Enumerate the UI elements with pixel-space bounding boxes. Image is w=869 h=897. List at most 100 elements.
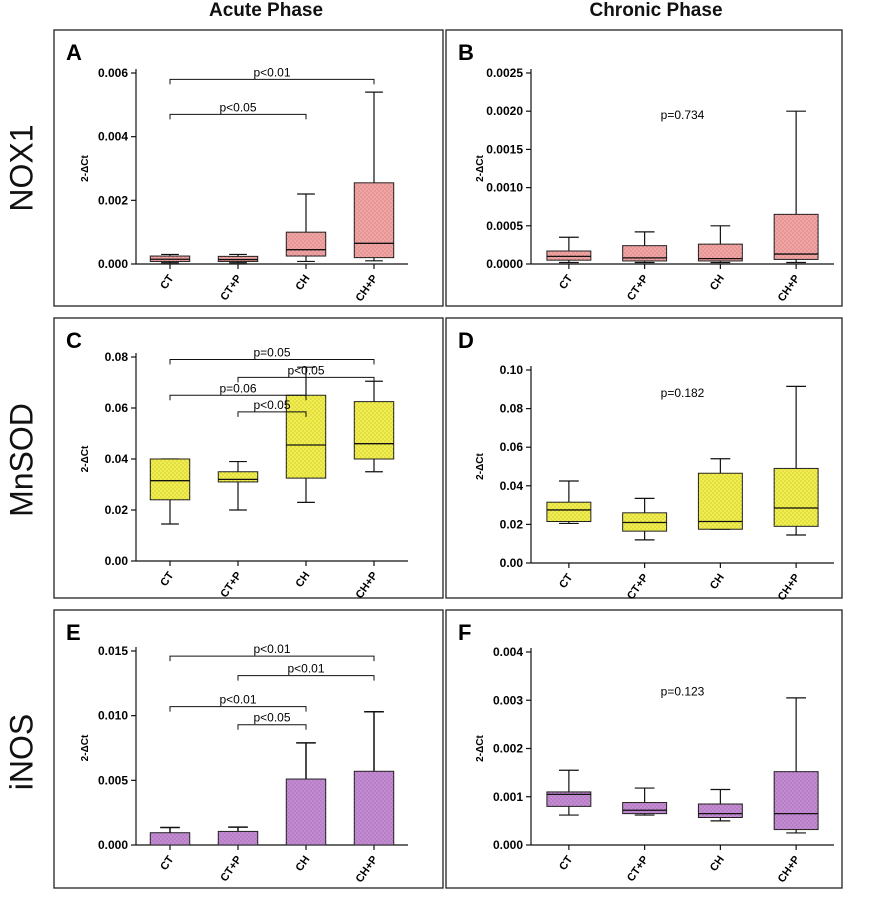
box-texture [286, 395, 326, 479]
x-category-label: CT+P [625, 273, 651, 303]
box-texture [546, 502, 591, 522]
significance-label: p<0.05 [219, 100, 256, 114]
panel-a: A 2-ΔCt 0.000 0.002 0.004 0.006 CT CT+P CH CH+P p<… [53, 29, 444, 307]
box-texture [546, 791, 591, 807]
x-category-label: CH+P [354, 570, 381, 601]
box-texture [354, 401, 394, 459]
y-tick-label: 0.002 [493, 742, 523, 756]
significance-bracket [169, 78, 375, 85]
y-tick-label: 0.010 [98, 709, 128, 723]
significance-label: p<0.05 [287, 363, 324, 377]
panel-frame [53, 317, 444, 599]
significance-label: p<0.01 [219, 693, 256, 707]
panel-letter: C [66, 328, 82, 353]
box-texture [774, 771, 819, 830]
significance-label: p<0.01 [287, 662, 324, 676]
x-category-label: CT [557, 572, 575, 591]
y-axis-label: 2-ΔCt [80, 445, 91, 472]
y-tick-label: 0.0005 [486, 219, 523, 233]
significance-label: p<0.05 [253, 711, 290, 725]
panel-letter: A [66, 40, 82, 65]
box-texture [698, 244, 743, 261]
x-category-label: CT [158, 570, 176, 589]
significance-label: p=0.05 [253, 346, 290, 360]
y-tick-label: 0.000 [493, 838, 523, 852]
box-texture [698, 803, 743, 818]
panel-frame [53, 609, 444, 889]
box-texture [546, 251, 591, 261]
y-tick-label: 0.02 [500, 517, 524, 531]
x-category-label: CH [708, 572, 727, 592]
significance-bracket [169, 359, 375, 365]
bar-texture [286, 779, 326, 845]
y-tick-label: 0.08 [105, 350, 129, 364]
y-axis-label: 2-ΔCt [80, 155, 91, 182]
panel-b: B 2-ΔCt 0.0000 0.0005 0.0010 0.0015 0.0020 0.00… [445, 29, 843, 307]
x-category-label: CH+P [776, 273, 803, 304]
panel-letter: F [458, 620, 471, 645]
significance-bracket [237, 376, 375, 383]
y-tick-label: 0.06 [105, 401, 129, 415]
significance-bracket [169, 394, 307, 401]
box-texture [150, 459, 190, 500]
x-category-label: CH+P [776, 854, 803, 885]
y-tick-label: 0.000 [98, 257, 128, 271]
bar-texture [218, 831, 258, 845]
significance-label: p<0.05 [253, 398, 290, 412]
y-tick-label: 0.0015 [486, 142, 523, 156]
box-texture [774, 468, 819, 527]
x-category-label: CT [158, 854, 176, 873]
y-tick-label: 0.001 [493, 790, 523, 804]
y-tick-label: 0.015 [98, 644, 128, 658]
y-tick-label: 0.10 [500, 363, 524, 377]
significance-label: p=0.06 [219, 381, 256, 395]
panel-e: E 2-ΔCt 0.000 0.005 0.010 0.015 CT CT+P CH CH+P p<… [53, 609, 444, 889]
y-tick-label: 0.00 [500, 556, 524, 570]
y-axis-label: 2-ΔCt [475, 735, 486, 762]
x-category-label: CH+P [354, 854, 381, 885]
y-tick-label: 0.004 [493, 645, 523, 659]
y-tick-label: 0.006 [98, 66, 128, 80]
y-tick-label: 0.08 [500, 402, 524, 416]
panel-c: C 2-ΔCt 0.00 0.02 0.04 0.06 0.08 CT CT+P CH CH+P p=… [53, 317, 444, 601]
y-tick-label: 0.02 [105, 503, 129, 517]
box-texture [218, 471, 258, 482]
y-tick-label: 0.0020 [486, 104, 523, 118]
x-category-label: CT+P [218, 570, 244, 600]
panel-letter: E [66, 620, 81, 645]
x-category-label: CH [708, 273, 727, 293]
significance-bracket [237, 411, 307, 417]
x-category-label: CT+P [625, 854, 651, 884]
bar-texture [354, 771, 394, 845]
panel-f: F 2-ΔCt 0.000 0.001 0.002 0.003 0.004 CT CT+P CH C… [445, 609, 843, 889]
significance-label: p<0.01 [253, 65, 290, 79]
p-value-label: p=0.123 [661, 684, 705, 698]
panel-letter: B [458, 40, 474, 65]
x-category-label: CT [557, 854, 575, 873]
y-tick-label: 0.000 [98, 838, 128, 852]
y-tick-label: 0.00 [105, 554, 129, 568]
column-header-chronic: Chronic Phase [589, 0, 723, 21]
panel-letter: D [458, 328, 474, 353]
y-tick-label: 0.0000 [486, 257, 523, 271]
y-tick-label: 0.04 [500, 479, 524, 493]
box-texture [774, 214, 819, 260]
y-axis-label: 2-ΔCt [475, 453, 486, 480]
y-axis-label: 2-ΔCt [80, 734, 91, 761]
significance-bracket [169, 706, 307, 712]
significance-bracket [237, 675, 375, 681]
p-value-label: p=0.734 [661, 108, 705, 122]
y-axis-label: 2-ΔCt [475, 155, 486, 182]
x-category-label: CT+P [218, 273, 244, 303]
box-texture [698, 473, 743, 530]
x-category-label: CT+P [218, 854, 244, 884]
box-texture [286, 232, 326, 257]
box-texture [622, 245, 667, 261]
x-category-label: CH [294, 273, 313, 293]
y-tick-label: 0.0025 [486, 66, 523, 80]
y-tick-label: 0.005 [98, 773, 128, 787]
y-tick-label: 0.0010 [486, 181, 523, 195]
y-tick-label: 0.06 [500, 440, 524, 454]
